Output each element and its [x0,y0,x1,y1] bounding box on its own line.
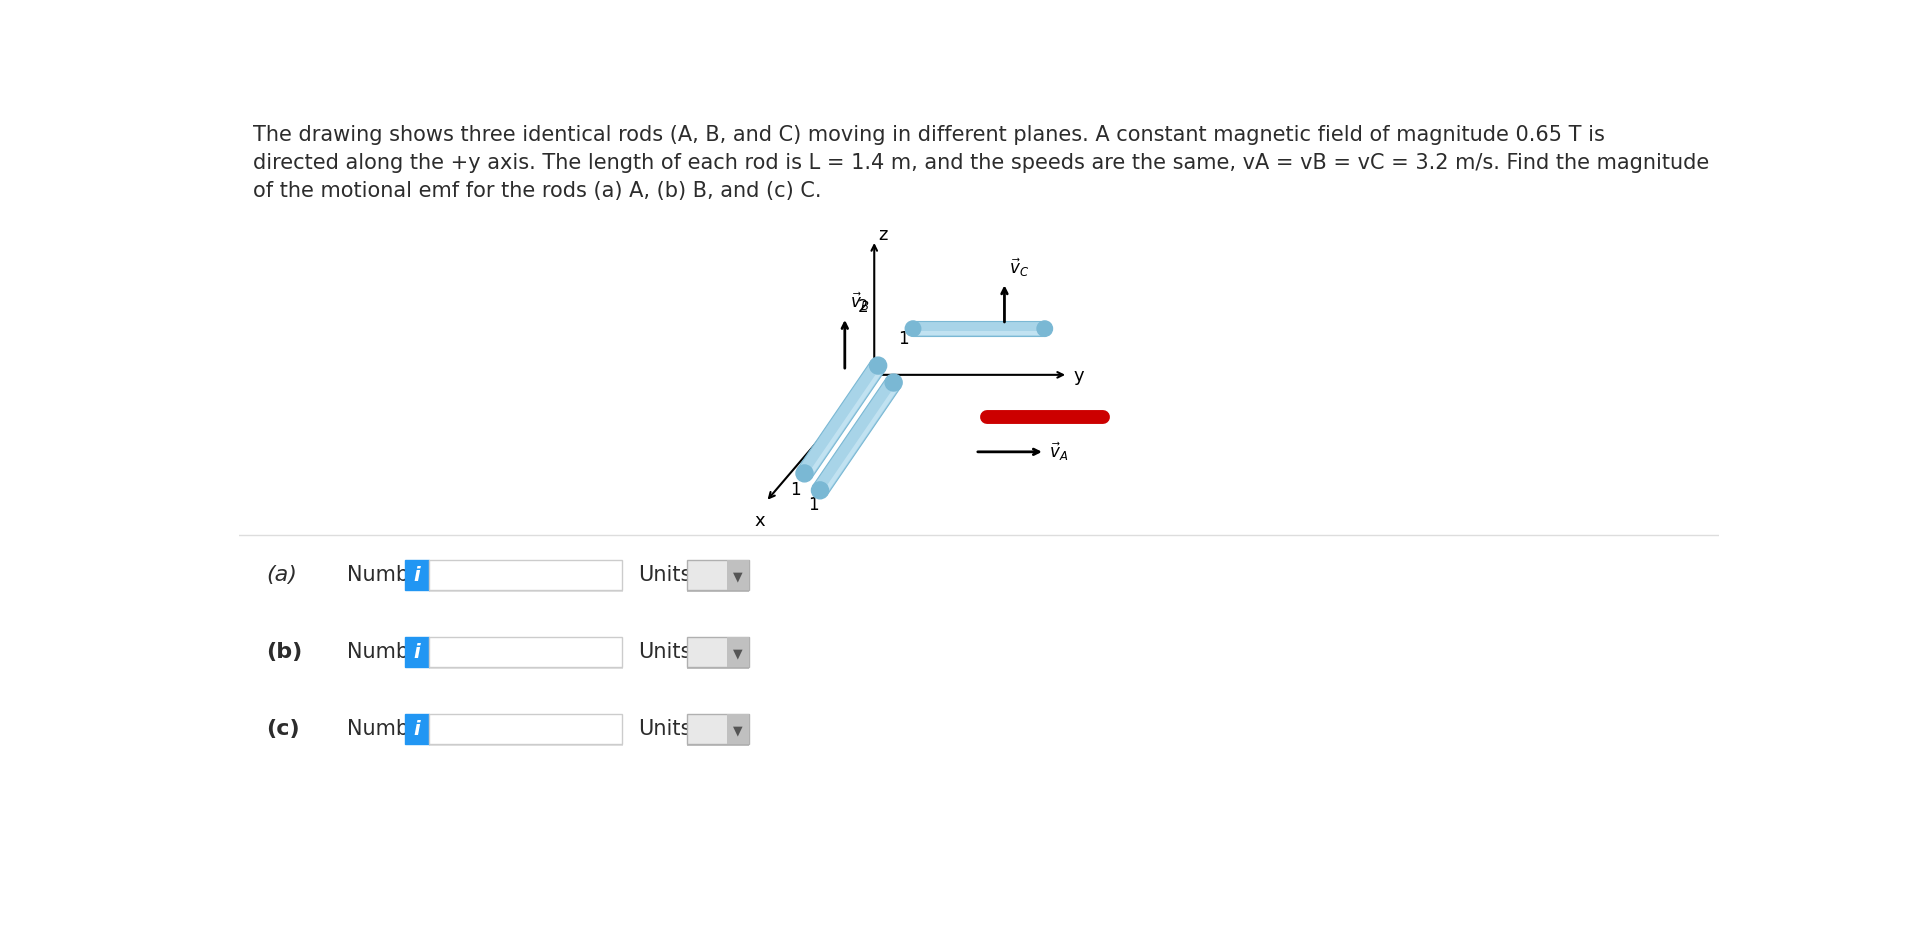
Text: 1: 1 [808,496,819,514]
Text: Number: Number [348,642,432,662]
FancyBboxPatch shape [688,561,749,592]
Text: i: i [414,642,420,661]
Polygon shape [913,332,1045,335]
FancyBboxPatch shape [728,714,749,744]
Polygon shape [913,321,1045,336]
Text: Units: Units [638,642,691,662]
FancyBboxPatch shape [430,561,623,592]
Text: 2: 2 [881,385,892,403]
Text: directed along the +y axis. The length of each rod is L = 1.4 m, and the speeds : directed along the +y axis. The length o… [252,154,1709,173]
FancyBboxPatch shape [728,560,749,591]
Polygon shape [823,384,900,495]
Text: Number: Number [348,719,432,739]
Polygon shape [814,378,902,495]
Text: 2: 2 [858,298,867,317]
Text: (c): (c) [265,719,300,739]
FancyBboxPatch shape [405,560,428,591]
FancyBboxPatch shape [688,560,749,591]
Text: Units: Units [638,719,691,739]
FancyBboxPatch shape [430,638,623,669]
Text: (b): (b) [265,642,302,662]
Circle shape [812,482,829,499]
Text: x: x [754,512,764,530]
Text: z: z [879,226,888,244]
Text: $\vec{v}_B$: $\vec{v}_B$ [850,291,869,314]
FancyBboxPatch shape [428,714,623,744]
FancyBboxPatch shape [428,637,623,668]
Text: of the motional emf for the rods (a) A, (b) B, and (c) C.: of the motional emf for the rods (a) A, … [252,181,821,201]
FancyBboxPatch shape [405,637,428,668]
Text: ▼: ▼ [733,724,743,737]
Circle shape [796,465,814,482]
FancyBboxPatch shape [688,638,749,669]
Text: $\vec{v}_C$: $\vec{v}_C$ [1008,257,1029,280]
Circle shape [884,374,902,391]
Text: Number: Number [348,565,432,585]
Circle shape [905,321,921,336]
Polygon shape [798,361,884,479]
Text: i: i [414,720,420,739]
Circle shape [1037,321,1052,336]
Text: i: i [414,565,420,585]
Circle shape [869,357,886,374]
Text: The drawing shows three identical rods (A, B, and C) moving in different planes.: The drawing shows three identical rods (… [252,125,1604,145]
FancyBboxPatch shape [430,715,623,746]
Text: Units: Units [638,565,691,585]
Text: ▼: ▼ [733,570,743,583]
FancyBboxPatch shape [728,637,749,668]
FancyBboxPatch shape [405,714,428,744]
Text: ▼: ▼ [733,647,743,660]
Text: y: y [1073,367,1085,385]
Text: 1: 1 [898,331,909,349]
Text: (a): (a) [265,565,296,585]
FancyBboxPatch shape [428,560,623,591]
FancyBboxPatch shape [688,637,749,668]
FancyBboxPatch shape [688,715,749,746]
Text: 1: 1 [791,481,800,499]
Polygon shape [806,367,884,478]
FancyBboxPatch shape [688,714,749,744]
Text: $\vec{v}_A$: $\vec{v}_A$ [1049,441,1068,463]
